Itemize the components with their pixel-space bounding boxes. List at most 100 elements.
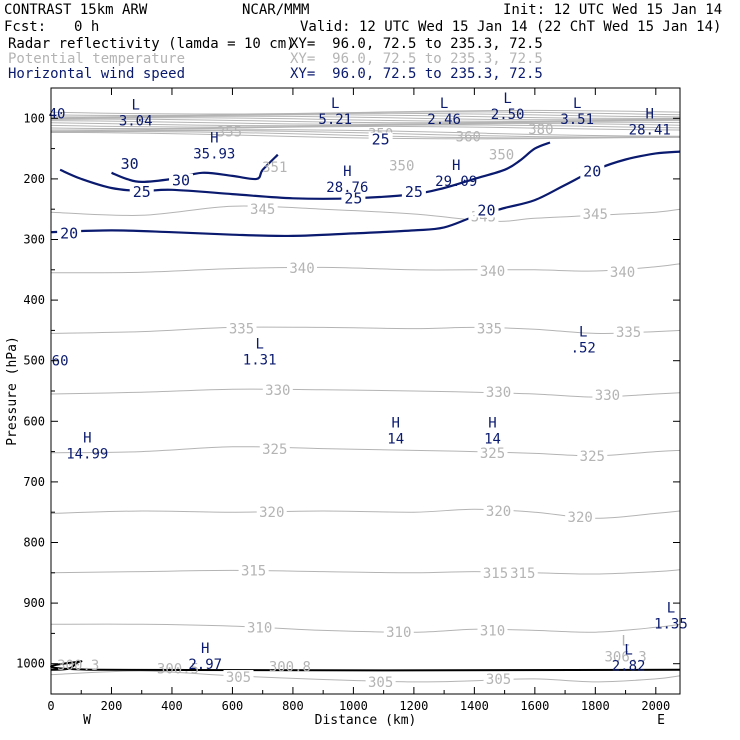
theta-label-halo: [238, 563, 269, 578]
theta-contour-label: 315: [483, 566, 508, 582]
theta-label-halo: [262, 382, 293, 397]
theta-label-halo: [365, 674, 396, 689]
theta-contour-line: [50, 670, 681, 683]
theta-label-halo: [477, 623, 508, 638]
theta-label-halo: [474, 321, 505, 336]
fcst-value: 0 h: [74, 19, 100, 35]
y-tick-label: 300: [23, 233, 45, 247]
y-tick-label: 1000: [16, 657, 45, 671]
theta-contour-label: 320: [568, 510, 593, 526]
theta-upper-label: 355: [217, 125, 242, 141]
wind-label-halo: [580, 164, 605, 179]
theta-label-halo: [477, 445, 508, 460]
extremum-type: L: [255, 337, 263, 353]
wind-label-halo: [341, 191, 366, 206]
wind-contour-label: 25: [344, 189, 362, 207]
wind-contour-label: 25: [372, 131, 390, 149]
x-tick-label: 1000: [339, 699, 368, 713]
theta-contour-label: 345: [250, 202, 275, 218]
field-theta-name: Potential temperature: [8, 51, 186, 67]
y-tick-label: 400: [23, 293, 45, 307]
extremum-value: 3.04: [119, 113, 153, 129]
west-end-label: W: [83, 713, 91, 728]
theta-contour-label: 320: [259, 505, 284, 521]
east-end-label: E: [657, 713, 665, 728]
theta-label-halo: [286, 260, 317, 275]
edge-label: 60: [52, 354, 69, 370]
theta-label-halo: [507, 565, 538, 580]
theta-upper-line: [50, 132, 681, 140]
wind-contour-line: [111, 153, 279, 184]
theta-contour-label: 330: [595, 388, 620, 404]
theta-upper-line: [50, 130, 681, 138]
theta-contour-label: 315: [241, 563, 266, 579]
theta-contour-label: 340: [289, 261, 314, 277]
theta-upper-line: [50, 120, 681, 125]
theta-contour-label: 335: [229, 322, 254, 338]
wind-label-halo: [368, 132, 393, 147]
extremum-type: L: [440, 96, 448, 112]
theta-contour-label: 330: [265, 383, 290, 399]
extremum-type: L: [579, 325, 587, 341]
y-tick-label: 700: [23, 475, 45, 489]
extremum-type: H: [83, 431, 91, 447]
wind-label-halo: [401, 185, 426, 200]
theta-label-halo: [565, 510, 596, 525]
x-tick-label: 200: [101, 699, 123, 713]
axes: 0 200 400 600 800 1000 1200 1400 1600 1800 2000 100…: [5, 87, 681, 728]
theta-contour-label: 310: [247, 620, 272, 636]
theta-contour-line: [50, 508, 681, 519]
wind-contour-label: 30: [121, 155, 139, 173]
theta-label-halo: [483, 671, 514, 686]
theta-label-halo: [613, 325, 644, 340]
theta-upper-line: [50, 111, 681, 116]
wind-label-halo: [117, 156, 142, 171]
edge-label: 300.8: [269, 660, 311, 676]
theta-upper-label: 360: [456, 129, 481, 145]
wind-contour-label: 20: [583, 163, 601, 181]
extremum-value: 14.99: [66, 447, 108, 463]
theta-contour-label: 335: [477, 322, 502, 338]
extremum-type: H: [201, 641, 209, 657]
theta-contour-label: 340: [610, 265, 635, 281]
extremum-type: H: [488, 415, 496, 431]
theta-contour-line: [50, 569, 681, 575]
model-title: CONTRAST 15km ARW: [4, 2, 148, 18]
edge-label: 300.3: [57, 658, 99, 674]
upper-theta-contour-band: [50, 109, 681, 140]
extremum-value: 14: [484, 431, 501, 447]
extremum-type: L: [621, 634, 629, 650]
wind-contour-line: [50, 150, 681, 238]
theta-upper-line: [50, 124, 681, 130]
extremum-type: H: [452, 158, 460, 174]
extremum-value: 29.09: [435, 174, 477, 190]
extremum-value: 1.35: [654, 616, 688, 632]
theta-contour-line: [50, 623, 681, 633]
field-wind-name: Horizontal wind speed: [8, 66, 186, 82]
theta-contour-label: 325: [480, 446, 505, 462]
extremum-value: 2.82: [612, 659, 646, 675]
theta-label-halo: [477, 264, 508, 279]
extremum-type: H: [646, 106, 654, 122]
extremum-type: L: [624, 643, 632, 659]
wind-label-halo: [169, 173, 194, 188]
extremum-value: 1.31: [243, 353, 277, 369]
x-tick-label: 0: [47, 699, 54, 713]
theta-label-halo: [577, 448, 608, 463]
y-tick-label: 100: [23, 111, 45, 125]
wind-contour-label: 25: [405, 183, 423, 201]
extremum-type: L: [131, 97, 139, 113]
init-time: Init: 12 UTC Wed 15 Jan 14: [503, 2, 723, 18]
y-tick-label: 900: [23, 596, 45, 610]
extremum-value: 306.3: [604, 650, 646, 666]
theta-upper-label: 380: [528, 122, 553, 138]
wind-contour-label: 25: [133, 183, 151, 201]
x-tick-label: 1200: [399, 699, 428, 713]
extremum-value: 3.51: [560, 112, 594, 128]
theta-label-halo: [247, 202, 278, 217]
field-reflectivity-xy: XY= 96.0, 72.5 to 235.3, 72.5: [290, 36, 543, 52]
extremum-value: 5.21: [318, 112, 352, 128]
theta-contour-label: 310: [386, 625, 411, 641]
theta-upper-label: 351: [262, 160, 287, 176]
